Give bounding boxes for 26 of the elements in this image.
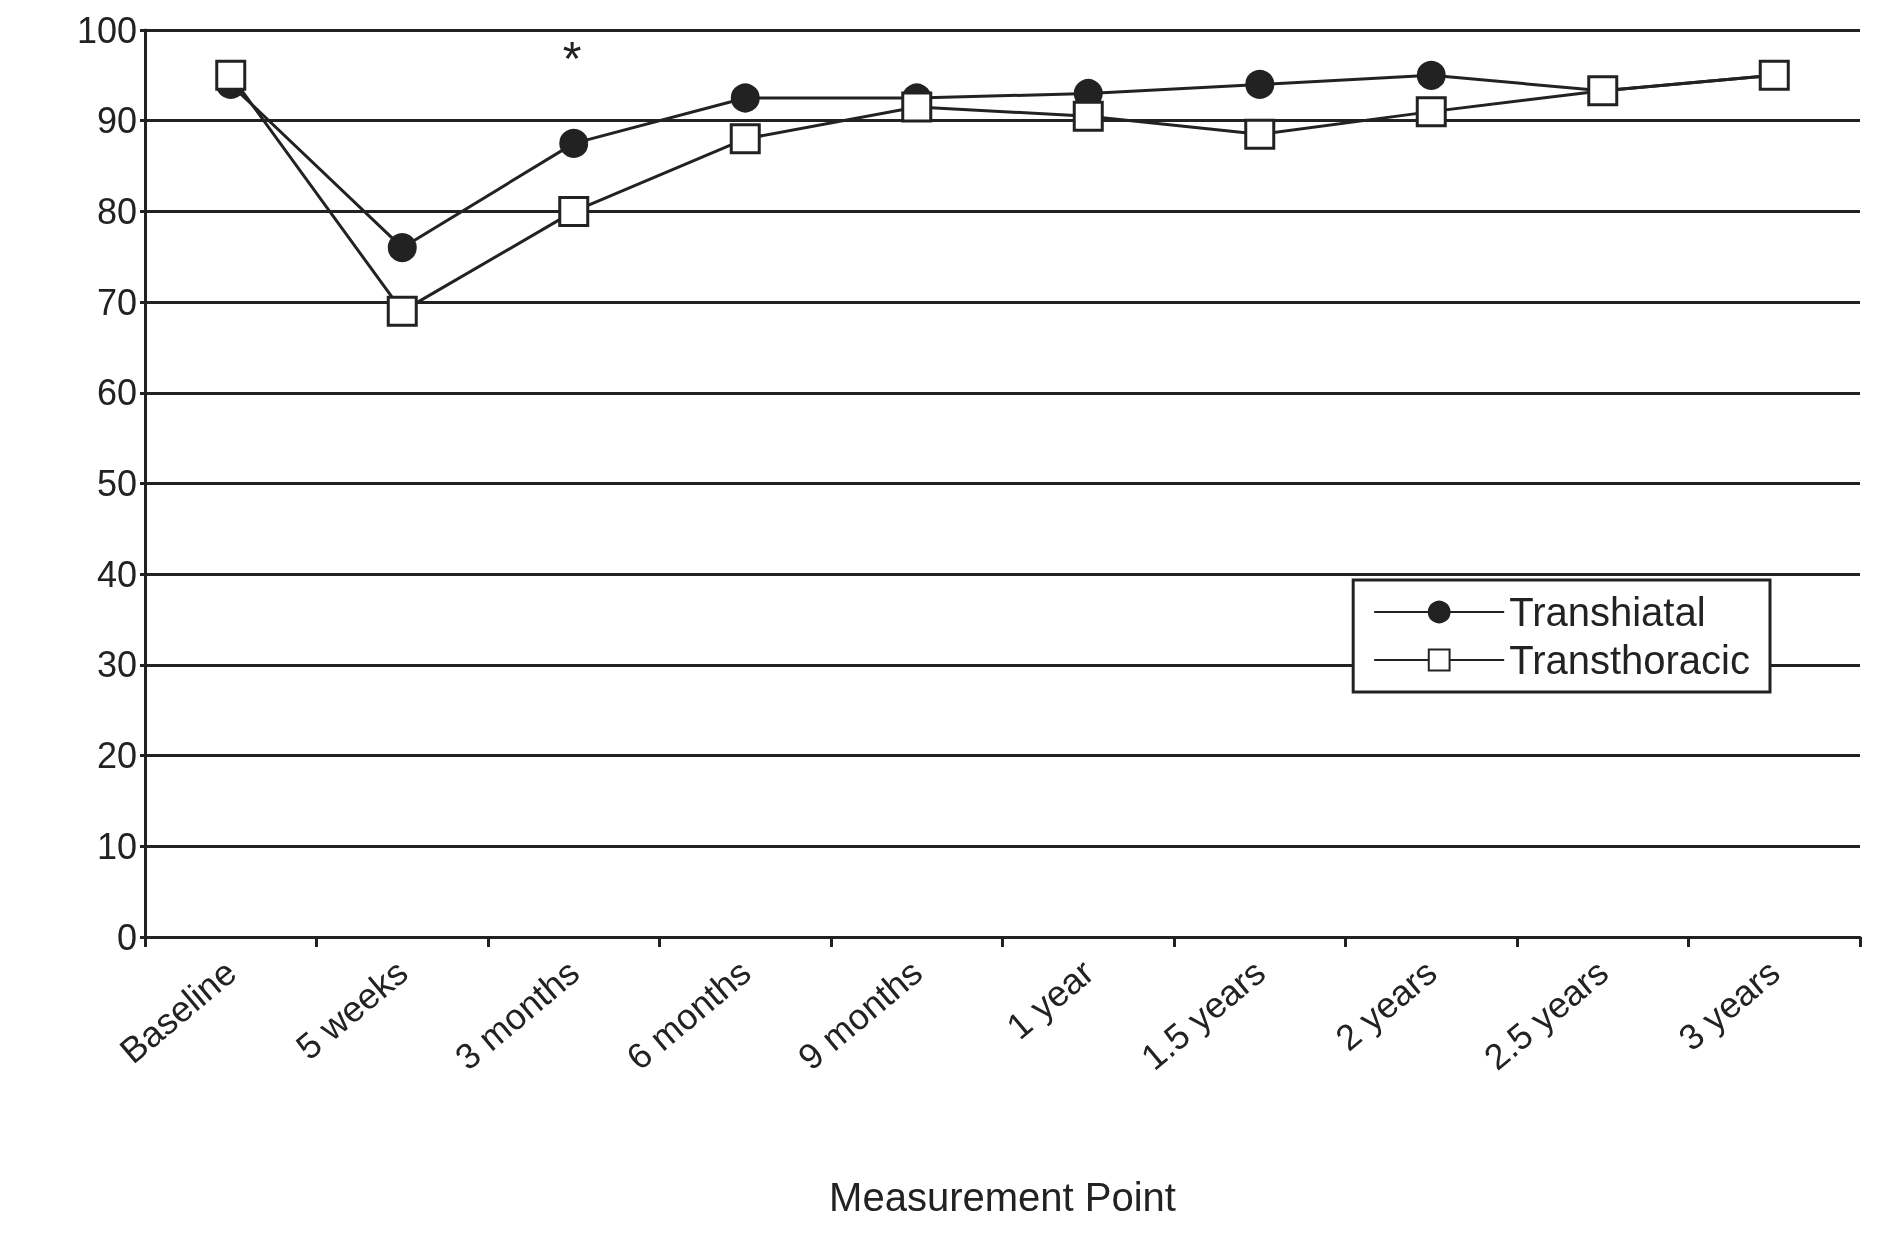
point bbox=[559, 128, 589, 158]
y-tick-label: 10 bbox=[96, 825, 137, 867]
point bbox=[386, 295, 418, 327]
point bbox=[1072, 100, 1104, 132]
point bbox=[1245, 69, 1275, 99]
y-tick-label: 0 bbox=[116, 916, 137, 958]
point bbox=[215, 59, 247, 91]
point bbox=[901, 91, 933, 123]
y-tick-label: 90 bbox=[96, 100, 137, 142]
point bbox=[729, 123, 761, 155]
annotation: * bbox=[562, 31, 582, 85]
x-axis-title: Measurement Point bbox=[829, 1175, 1176, 1219]
y-tick-label: 20 bbox=[96, 735, 137, 777]
y-tick-label: 100 bbox=[76, 9, 137, 51]
point bbox=[1415, 96, 1447, 128]
y-tick-label: 40 bbox=[96, 553, 137, 595]
y-tick-label: 50 bbox=[96, 463, 137, 504]
legend-label: Transthoracic bbox=[1509, 638, 1751, 682]
y-tick-label: 80 bbox=[96, 190, 137, 232]
point bbox=[1416, 60, 1446, 90]
legend-label: Transhiatal bbox=[1509, 590, 1706, 634]
y-tick-label: 30 bbox=[96, 644, 137, 686]
y-tick-label: 70 bbox=[96, 281, 137, 323]
y-tick-label: 60 bbox=[96, 372, 137, 414]
point bbox=[730, 83, 760, 113]
point bbox=[387, 233, 417, 263]
